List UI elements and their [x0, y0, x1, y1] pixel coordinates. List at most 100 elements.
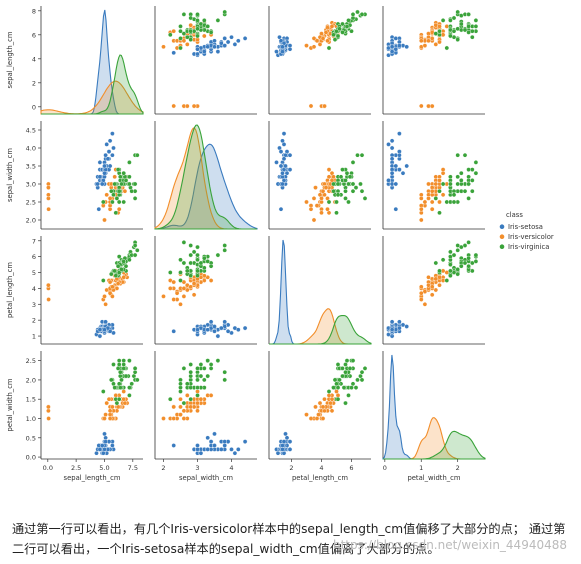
scatter-point: [119, 267, 124, 272]
scatter-point: [280, 181, 285, 187]
scatter-point: [346, 393, 351, 398]
scatter-point: [201, 33, 207, 39]
panel-r2-c0: 1 2 3 4 5 6 7 petal_length_cm: [6, 236, 143, 345]
scatter-point: [358, 373, 363, 379]
scatter-point: [462, 152, 468, 158]
scatter-point: [343, 362, 348, 367]
scatter-point: [121, 358, 126, 363]
scatter-point: [121, 366, 126, 371]
scatter-point: [195, 447, 200, 452]
scatter-point: [97, 333, 103, 339]
scatter-point: [161, 416, 166, 421]
scatter-point: [278, 206, 284, 212]
scatter-point: [287, 447, 293, 452]
scatter-point: [346, 18, 351, 23]
scatter-point: [343, 178, 348, 183]
scatter-point: [362, 196, 368, 201]
scatter-point: [102, 163, 107, 169]
scatter-point: [334, 199, 339, 205]
scatter-point: [451, 252, 457, 258]
scatter-point: [448, 273, 453, 279]
scatter-point: [222, 247, 227, 253]
scatter-point: [418, 290, 424, 296]
scatter-point: [178, 404, 183, 410]
scatter-point: [198, 396, 204, 402]
scatter-point: [229, 447, 234, 452]
scatter-point: [121, 259, 126, 264]
scatter-point: [181, 260, 187, 266]
scatter-point: [215, 49, 221, 54]
scatter-point: [284, 435, 290, 441]
scatter-point: [103, 435, 108, 441]
y-tick-label: 4: [32, 285, 36, 293]
panel-r2-c2: [268, 236, 372, 345]
scatter-point: [334, 381, 339, 387]
scatter-point: [178, 278, 183, 283]
scatter-point: [222, 9, 227, 15]
scatter-point: [473, 259, 479, 264]
scatter-point: [195, 443, 200, 448]
scatter-point: [437, 282, 442, 288]
scatter-point: [335, 181, 341, 187]
scatter-point: [132, 196, 138, 201]
scatter-point: [458, 21, 464, 27]
scatter-point: [422, 301, 428, 307]
scatter-point: [212, 38, 217, 44]
panel-r1-c3: [382, 121, 485, 230]
scatter-point: [389, 156, 395, 162]
scatter-point: [433, 260, 439, 266]
scatter-point: [113, 273, 119, 279]
scatter-point: [195, 51, 200, 57]
scatter-point: [123, 263, 129, 269]
scatter-point: [433, 276, 439, 282]
scatter-point: [134, 247, 140, 253]
scatter-point: [181, 38, 187, 44]
scatter-point: [195, 369, 200, 375]
scatter-point: [171, 404, 176, 410]
x-tick-label: 2: [161, 464, 165, 472]
scatter-point: [455, 267, 461, 272]
scatter-point: [195, 377, 200, 383]
scatter-point: [201, 18, 207, 23]
scatter-point: [119, 377, 124, 383]
scatter-point: [105, 156, 111, 162]
scatter-point: [112, 181, 117, 187]
scatter-point: [205, 44, 210, 50]
scatter-point: [451, 199, 457, 205]
y-tick-label: 4.0: [26, 145, 36, 153]
scatter-point: [181, 366, 187, 371]
scatter-point: [343, 369, 348, 375]
scatter-point: [116, 199, 122, 205]
scatter-point: [418, 38, 424, 44]
scatter-point: [280, 138, 285, 144]
scatter-point: [121, 362, 126, 367]
scatter-point: [355, 9, 360, 15]
panel-r1-c2: [268, 121, 371, 230]
scatter-point: [102, 447, 107, 452]
scatter-point: [110, 404, 115, 410]
scatter-point: [188, 22, 193, 28]
y-tick-label: 2.0: [26, 217, 36, 225]
density-iris-virginica: [154, 124, 257, 230]
scatter-point: [116, 358, 122, 363]
scatter-point: [466, 12, 471, 17]
scatter-point: [440, 181, 446, 187]
panel-r3-c0: 0.0 0.5 1.0 1.5 2.0 2.5 petal_width_cm 0.0 2.5 5.…: [6, 351, 143, 482]
scatter-point: [397, 131, 402, 136]
scatter-point: [188, 369, 193, 375]
scatter-point: [195, 327, 200, 333]
scatter-point: [458, 178, 464, 183]
scatter-point: [218, 40, 224, 46]
scatter-point: [448, 181, 453, 187]
scatter-point: [222, 377, 227, 383]
y-tick-label: 2: [32, 79, 36, 87]
scatter-point: [426, 181, 431, 187]
scatter-point: [455, 9, 461, 15]
scatter-point: [326, 167, 332, 172]
scatter-point: [115, 167, 121, 172]
scatter-point: [178, 45, 183, 51]
scatter-point: [121, 396, 126, 402]
scatter-point: [469, 34, 475, 40]
scatter-point: [433, 31, 439, 36]
